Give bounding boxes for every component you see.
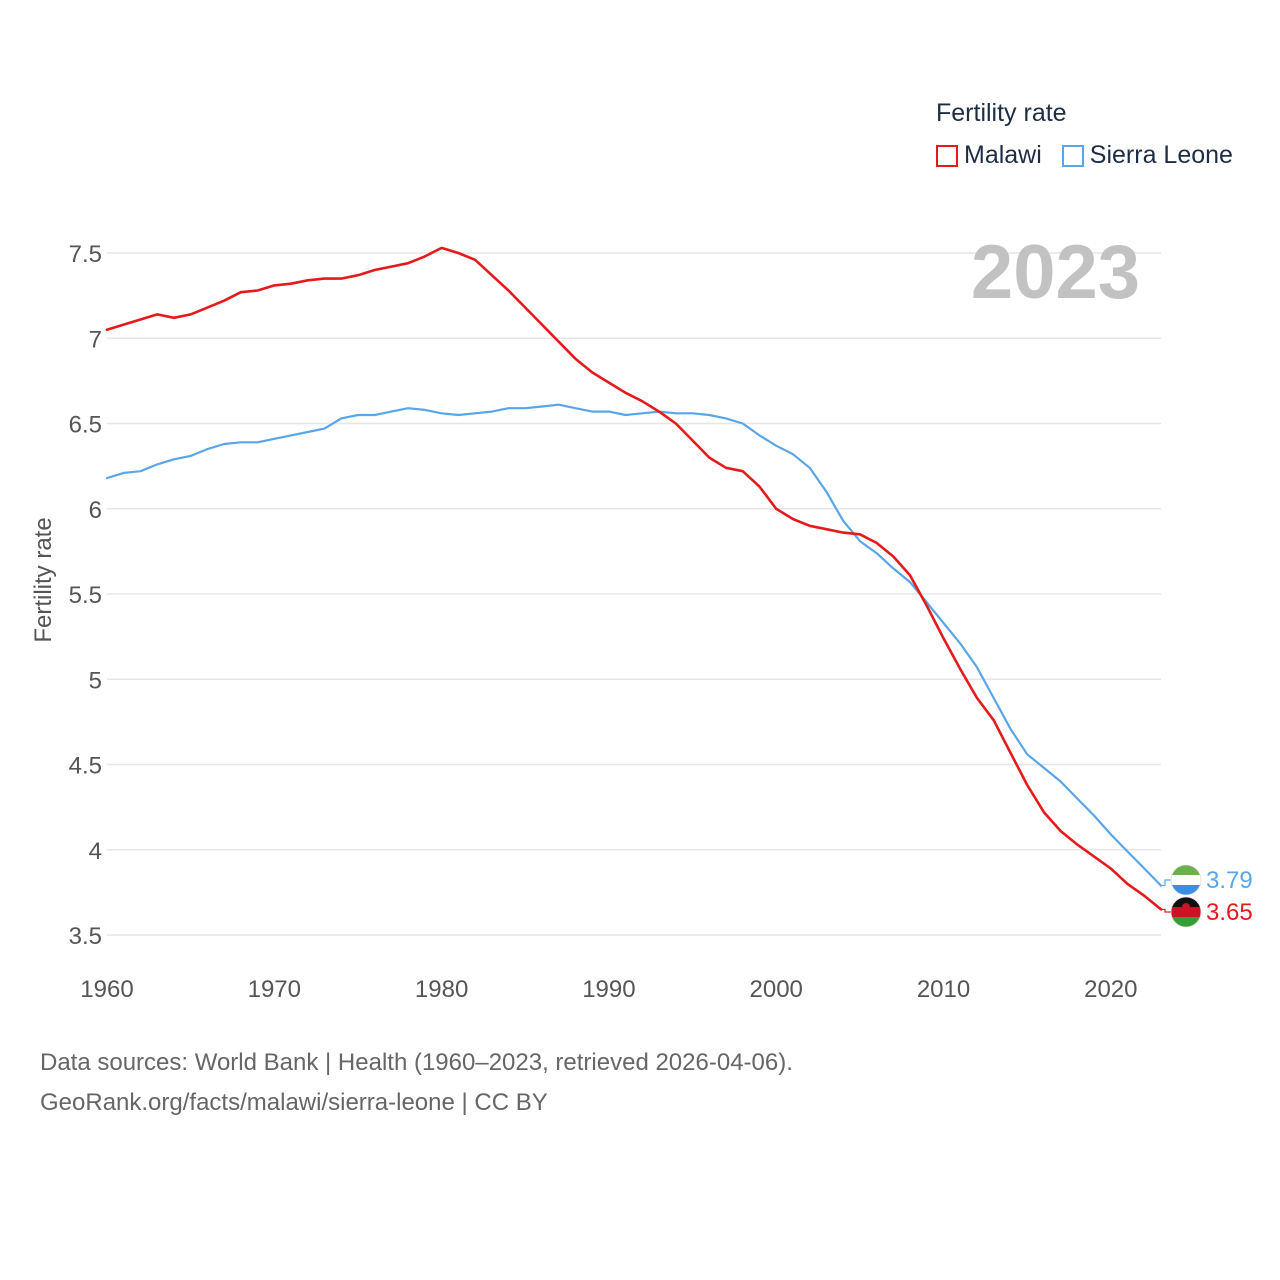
legend-swatch-sierra-leone <box>1061 144 1084 167</box>
y-tick-label: 4.5 <box>69 753 102 780</box>
legend-swatch-malawi <box>936 144 958 167</box>
connector-sierra-leone <box>1161 879 1171 887</box>
end-markers: 3.65 3.79 <box>1161 864 1253 928</box>
x-tick-label: 1980 <box>415 976 468 1003</box>
y-axis-label: Fertility rate <box>30 517 57 642</box>
y-tick-label: 7 <box>89 326 102 353</box>
legend-label-sierra-leone: Sierra Leone <box>1089 141 1233 169</box>
y-tick-label: 6.5 <box>69 412 102 439</box>
x-tick-label: 2000 <box>750 976 803 1003</box>
y-tick-label: 7.5 <box>69 241 102 268</box>
series-lines <box>105 246 1163 911</box>
y-tick-label: 6 <box>89 497 102 524</box>
legend: Malawi Sierra Leone <box>936 141 1253 170</box>
legend-title: Fertility rate <box>936 99 1067 127</box>
y-axis-ticks: 3.5 4 4.5 5 5.5 6 6.5 7 7.5 <box>69 241 102 950</box>
y-tick-label: 4 <box>89 838 102 865</box>
legend-item-malawi[interactable]: Malawi <box>936 141 1042 170</box>
series-line-malawi <box>105 246 1163 911</box>
connector-malawi <box>1161 908 1171 913</box>
flag-border <box>1170 864 1202 896</box>
x-tick-label: 2010 <box>917 976 970 1003</box>
y-tick-label: 3.5 <box>69 923 102 950</box>
footer-link[interactable]: GeoRank.org/facts/malawi/sierra-leone | … <box>40 1089 548 1116</box>
x-axis-ticks: 1960 1970 1980 1990 2000 2010 2020 <box>80 976 1137 1003</box>
y-tick-label: 5 <box>89 667 102 694</box>
legend-label-malawi: Malawi <box>964 141 1042 169</box>
legend-item-sierra-leone[interactable]: Sierra Leone <box>1061 141 1233 170</box>
footer-sources: Data sources: World Bank | Health (1960–… <box>40 1049 793 1076</box>
x-tick-label: 1960 <box>80 976 133 1003</box>
grid-lines <box>107 252 1161 936</box>
x-tick-label: 1990 <box>582 976 635 1003</box>
sierra-leone-flag-icon <box>1171 865 1201 895</box>
year-label: 2023 <box>971 230 1140 315</box>
malawi-flag-icon <box>1171 897 1201 927</box>
x-tick-label: 1970 <box>248 976 301 1003</box>
footer: Data sources: World Bank | Health (1960–… <box>40 1043 793 1123</box>
x-tick-label: 2020 <box>1084 976 1137 1003</box>
flag-border <box>1170 896 1202 928</box>
y-tick-label: 5.5 <box>69 582 102 609</box>
end-value-malawi: 3.65 <box>1206 899 1253 926</box>
end-value-sierra-leone: 3.79 <box>1206 867 1253 894</box>
series-line-sierra-leone <box>105 403 1163 887</box>
